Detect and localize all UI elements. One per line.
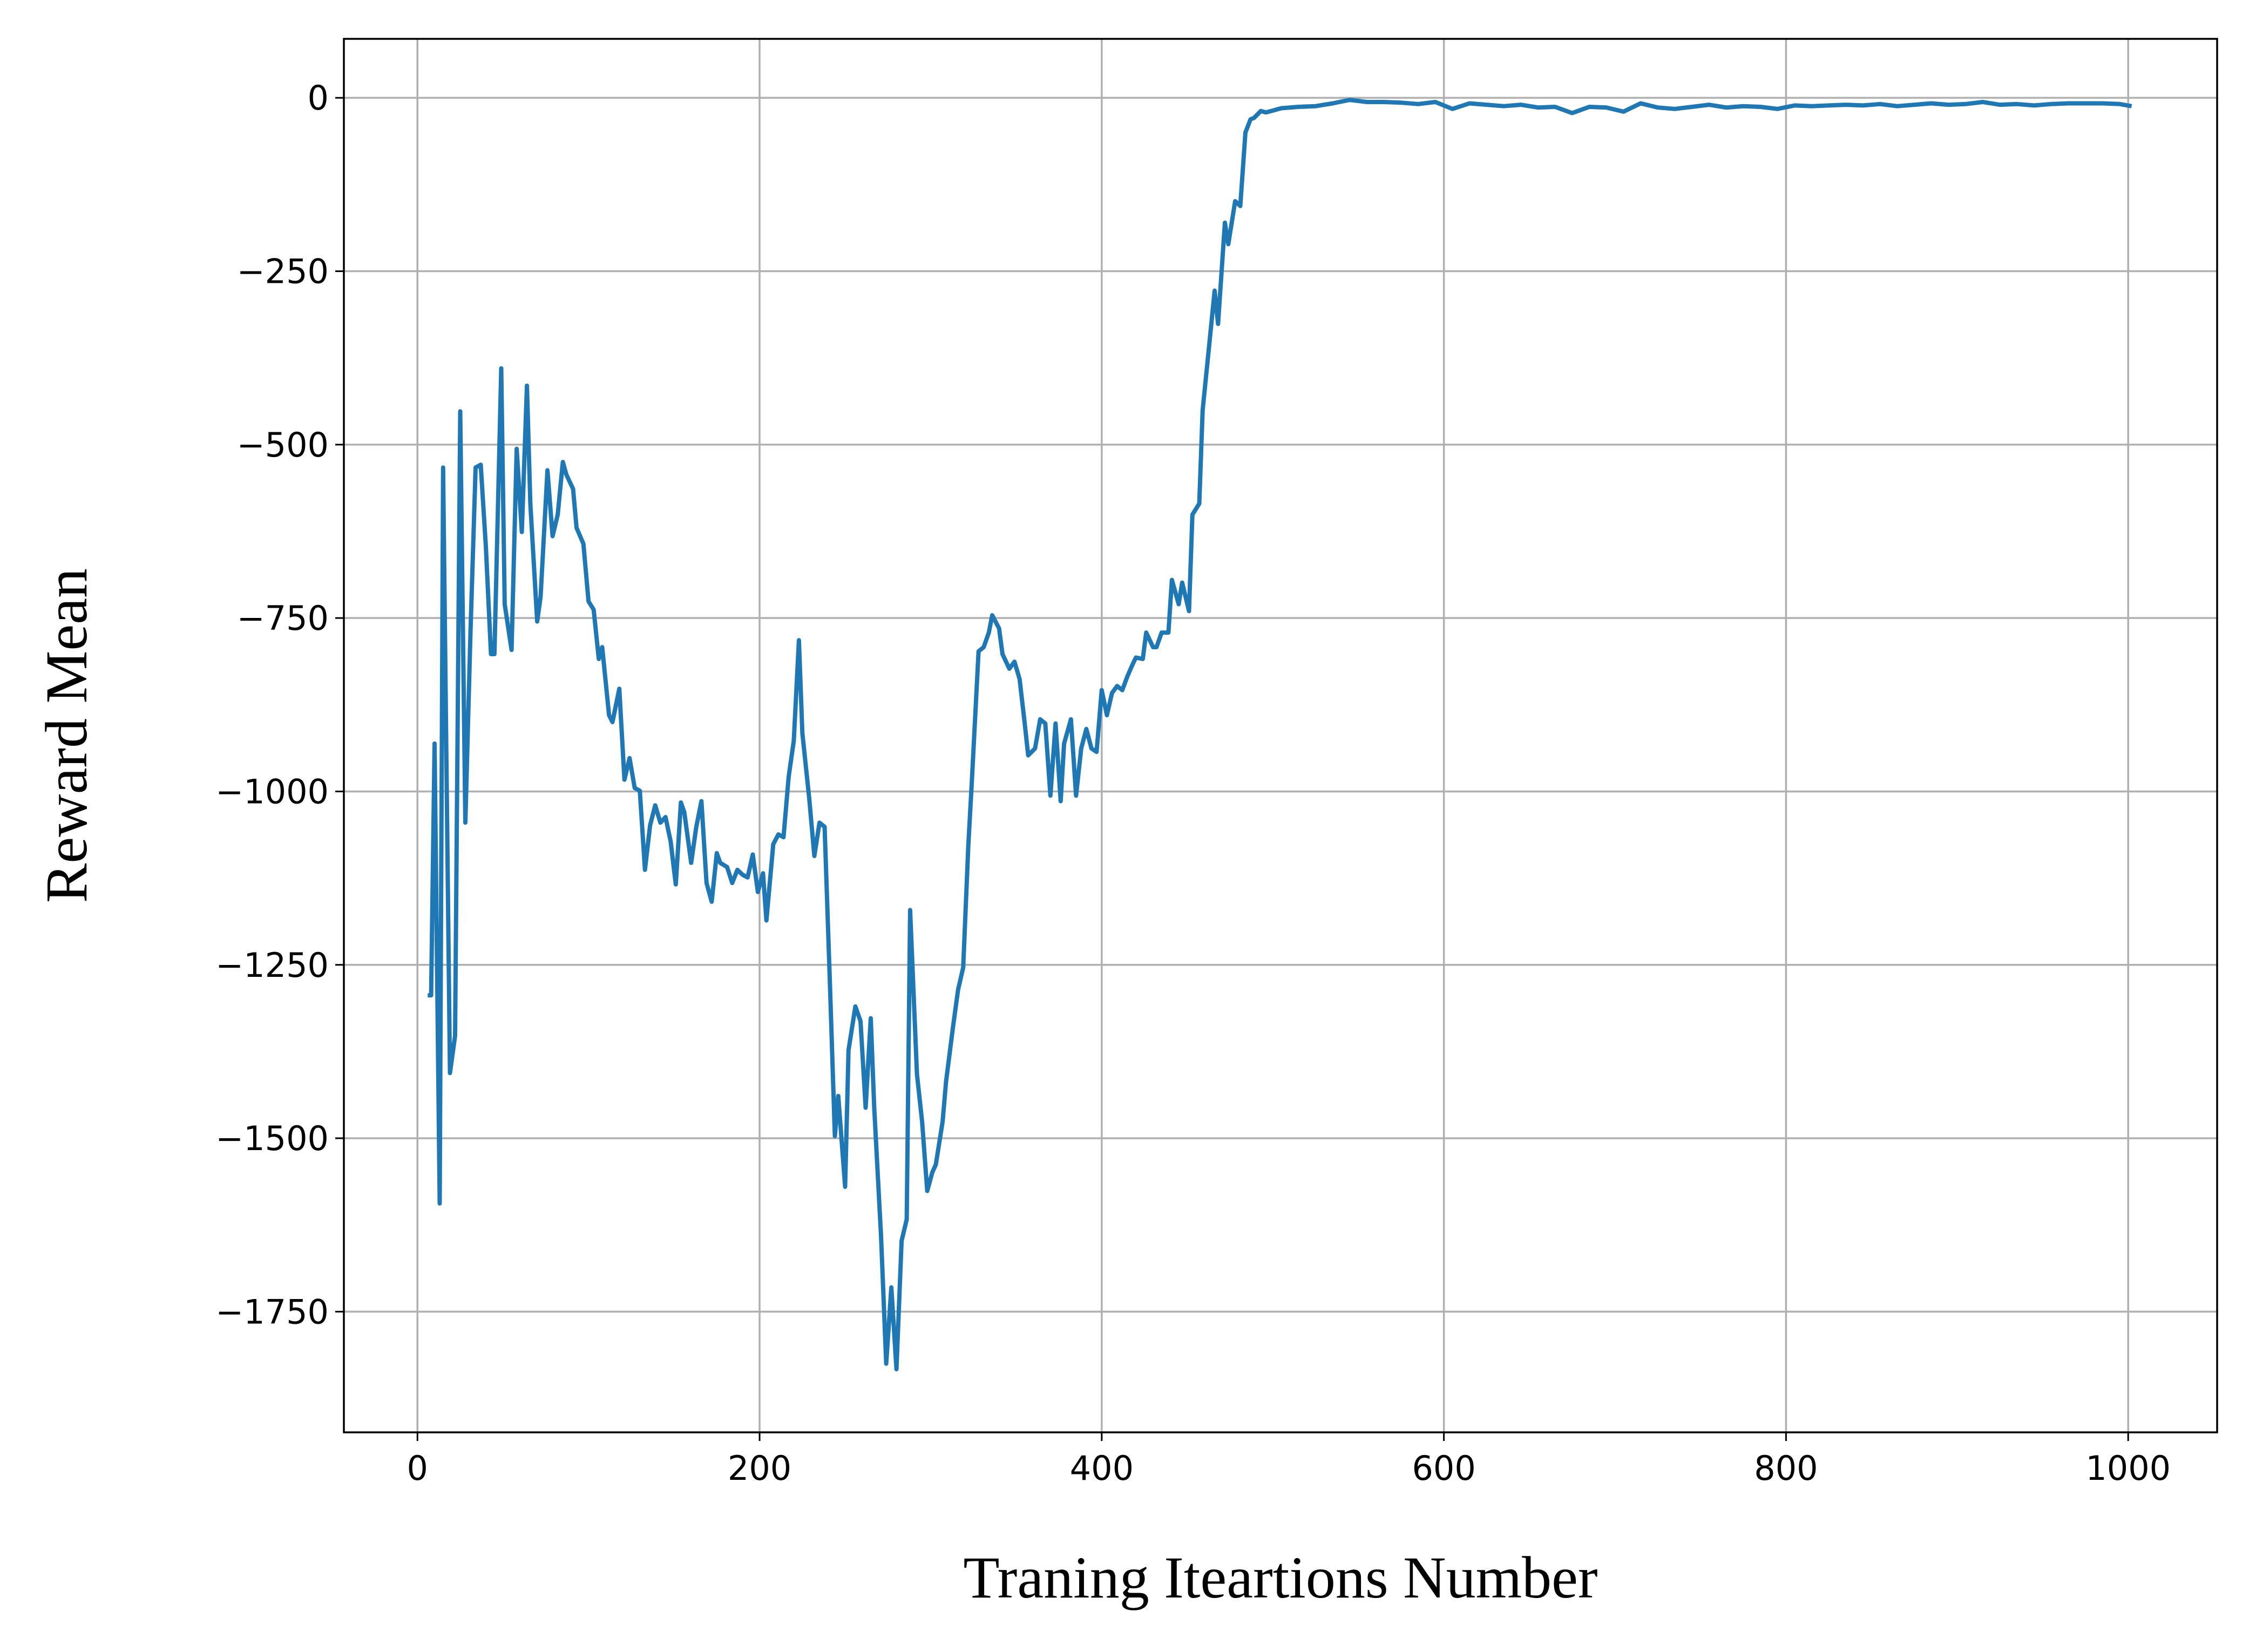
x-tick-label: 400 (1070, 1449, 1134, 1488)
x-tick-label: 0 (407, 1449, 428, 1488)
y-axis-label: Reward Mean (33, 568, 99, 903)
y-tick-label: −250 (237, 252, 329, 291)
y-tick-label: −1000 (215, 772, 329, 811)
y-tick-label: −500 (237, 425, 329, 465)
data-line (428, 98, 2132, 1371)
x-tick-label: 800 (1754, 1449, 1818, 1488)
y-tick-label: −750 (237, 599, 329, 638)
x-tick-label: 600 (1412, 1449, 1475, 1488)
x-tick-label: 1000 (2085, 1449, 2171, 1488)
y-tick-label: −1500 (215, 1119, 329, 1158)
plot-frame (343, 38, 2218, 1433)
y-tick-label: −1250 (215, 946, 329, 985)
x-axis-label: Traning Iteartions Number (963, 1545, 1597, 1610)
y-tick-label: −1750 (215, 1292, 329, 1331)
y-tick-label: 0 (308, 78, 329, 118)
x-tick-label: 200 (728, 1449, 791, 1488)
